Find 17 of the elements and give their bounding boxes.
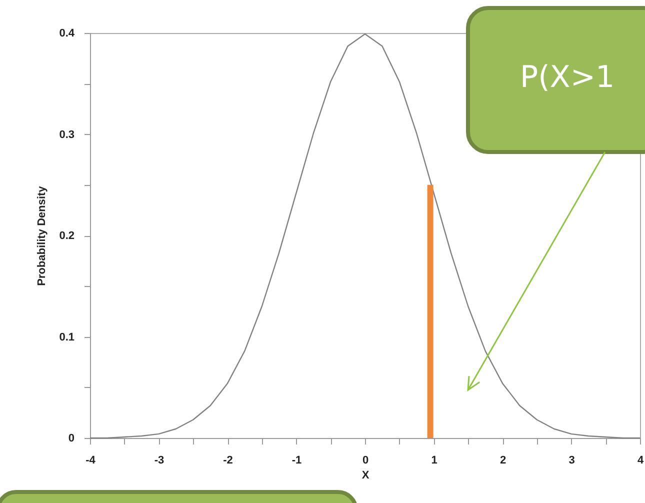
y-tick-label: 0 bbox=[68, 432, 74, 444]
x-tick-label: 2 bbox=[500, 454, 506, 466]
y-tick-label: 0.3 bbox=[59, 128, 74, 141]
x-tick-label: 0 bbox=[362, 454, 369, 466]
x-tick-label: -2 bbox=[223, 454, 233, 466]
x-tick-label: -3 bbox=[154, 454, 164, 466]
y-axis-title: Probability Density bbox=[36, 185, 48, 286]
y-tick-label: 0.4 bbox=[59, 28, 76, 40]
y-tick-label: 0.1 bbox=[59, 331, 74, 344]
x-tick-label: 1 bbox=[431, 454, 438, 466]
y-tick-label: 0.2 bbox=[59, 230, 74, 242]
x-tick-label: 3 bbox=[568, 454, 575, 466]
x-tick-label: 4 bbox=[637, 454, 644, 466]
annotation: P(X>1 bbox=[520, 60, 615, 95]
x-tick-label: -4 bbox=[86, 454, 96, 466]
x-tick-label: -1 bbox=[292, 454, 302, 466]
x-axis-title: X bbox=[362, 470, 370, 482]
